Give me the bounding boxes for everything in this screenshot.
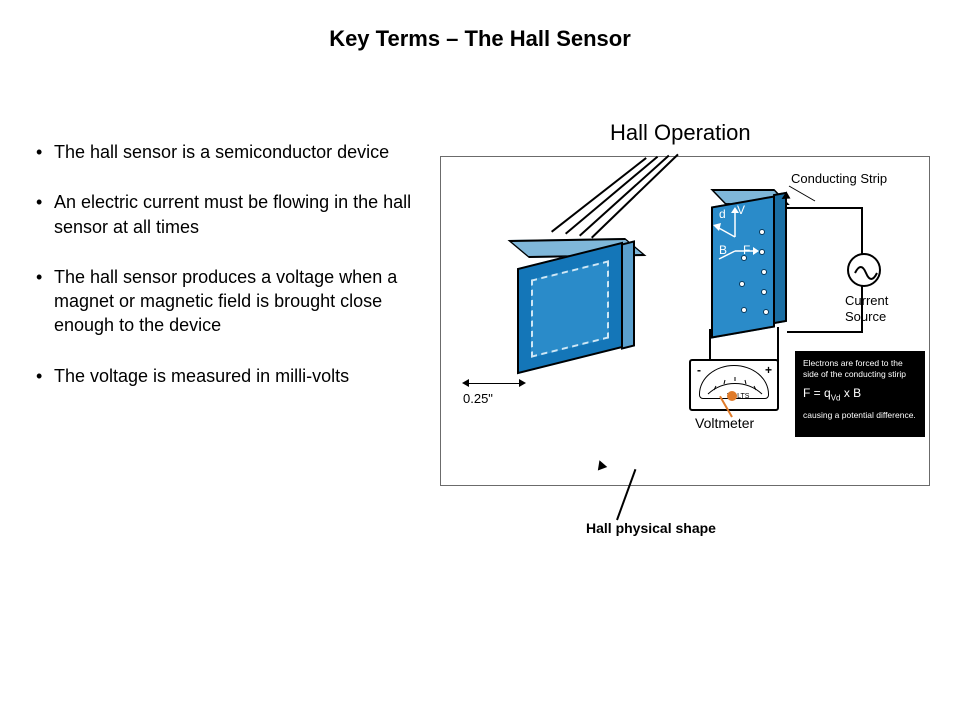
bullet-item: An electric current must be flowing in t…: [36, 190, 416, 239]
wire: [861, 207, 863, 255]
bullet-list: The hall sensor is a semiconductor devic…: [36, 140, 416, 414]
sensor-lead: [565, 156, 658, 235]
sensor-chip-side: [621, 240, 635, 349]
voltmeter-pivot: [727, 391, 737, 401]
dimension-label: 0.25": [463, 391, 493, 406]
sensor-lead: [551, 157, 647, 232]
voltmeter-minus: -: [697, 363, 701, 377]
electron-dot: [739, 281, 745, 287]
page-title: Key Terms – The Hall Sensor: [0, 26, 960, 52]
formula-line2: causing a potential difference.: [803, 410, 917, 421]
conducting-strip-side: [773, 192, 787, 324]
bullet-item: The hall sensor is a semiconductor devic…: [36, 140, 416, 164]
wire: [787, 207, 863, 209]
electron-dot: [741, 307, 747, 313]
formula-box: Electrons are forced to the side of the …: [795, 351, 925, 437]
electron-dot: [761, 289, 767, 295]
formula-line1: Electrons are forced to the side of the …: [803, 358, 917, 380]
electron-dot: [763, 309, 769, 315]
axis-arrows-icon: [711, 201, 775, 261]
formula-equation: F = qVd x B: [803, 386, 917, 404]
electron-dot: [761, 269, 767, 275]
dimension-line: [467, 383, 521, 384]
sensor-lead: [579, 155, 670, 237]
bullet-item: The hall sensor produces a voltage when …: [36, 265, 416, 338]
current-source-label: Current Source: [845, 293, 915, 324]
voltmeter-label: Voltmeter: [695, 415, 754, 431]
current-source-symbol: [847, 253, 881, 287]
wire: [787, 331, 863, 333]
diagram-title: Hall Operation: [610, 120, 751, 146]
bullet-item: The voltage is measured in milli-volts: [36, 364, 416, 388]
sine-icon: [849, 255, 883, 289]
wire: [861, 285, 863, 333]
hall-operation-diagram: 0.25" d V B F Conducting Strip Current S…: [440, 156, 930, 486]
physical-shape-caption: Hall physical shape: [586, 520, 716, 536]
conducting-strip-label: Conducting Strip: [791, 171, 887, 186]
voltmeter-plus: +: [765, 363, 772, 377]
label-arrow: [789, 186, 815, 202]
